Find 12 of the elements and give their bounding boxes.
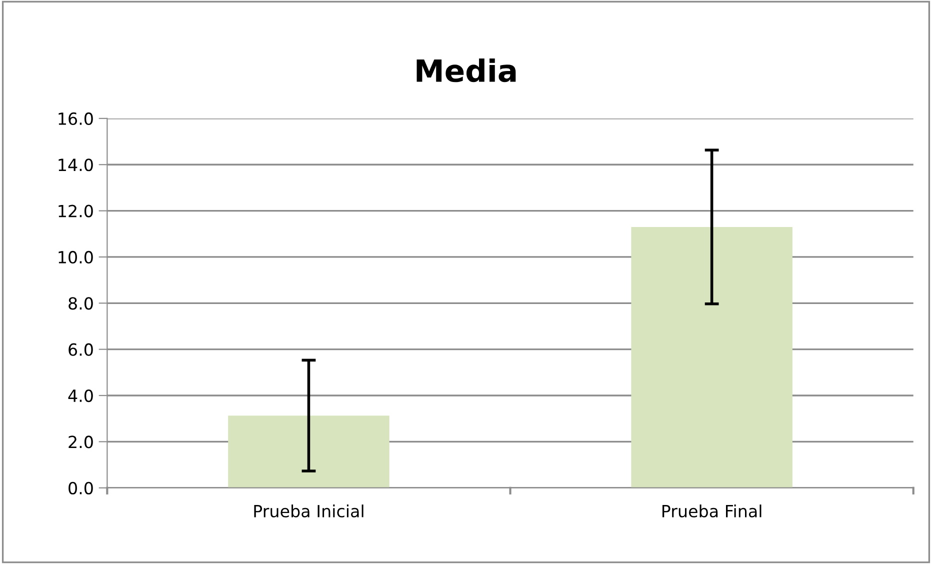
y-tick-label: 0.0 — [68, 482, 93, 494]
y-tick-label: 10.0 — [58, 250, 93, 264]
y-tick-label: 8.0 — [68, 297, 93, 310]
x-tick-label: Prueba Inicial — [254, 504, 364, 518]
x-tick-label: Prueba Final — [662, 504, 762, 518]
y-tick-label: 2.0 — [68, 436, 93, 448]
y-tick-label: 12.0 — [58, 204, 93, 218]
chart-title: Media — [416, 58, 516, 82]
y-tick-label: 16.0 — [58, 112, 93, 126]
y-tick-label: 6.0 — [68, 343, 93, 356]
y-tick-label: 14.0 — [58, 158, 93, 172]
y-tick-label: 4.0 — [68, 389, 93, 402]
